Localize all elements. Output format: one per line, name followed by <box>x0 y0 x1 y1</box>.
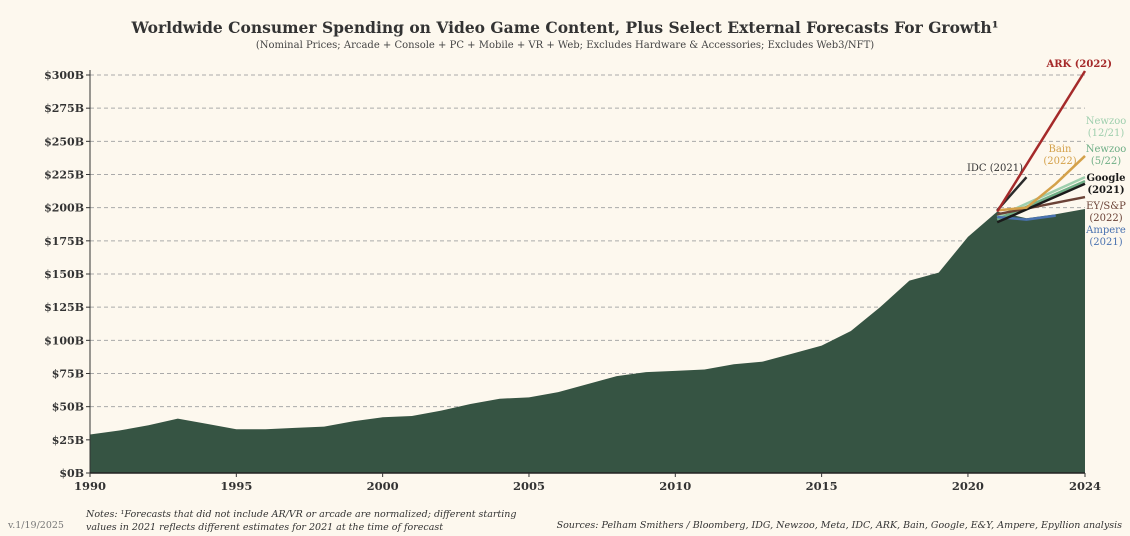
forecast-line <box>996 182 1086 224</box>
y-tick-label: $50B <box>52 401 84 414</box>
forecast-label: (2022) <box>1089 213 1122 224</box>
x-tick-label: 1990 <box>74 479 106 493</box>
chart-title: Worldwide Consumer Spending on Video Gam… <box>131 18 999 37</box>
forecast-line <box>996 179 1086 221</box>
area-series <box>90 208 1085 473</box>
forecast-label: (2021) <box>1089 237 1122 248</box>
forecast-label: Bain <box>1049 144 1073 155</box>
forecast-label: (2022) <box>1043 156 1076 167</box>
notes-line-1: Notes: ¹Forecasts that did not include A… <box>86 509 517 520</box>
y-tick-label: $175B <box>44 235 84 248</box>
chart-subtitle: (Nominal Prices; Arcade + Console + PC +… <box>255 40 875 51</box>
x-tick-label: 1995 <box>220 479 252 493</box>
sources: Sources: Pelham Smithers / Bloomberg, ID… <box>556 520 1122 531</box>
forecast-label: (5/22) <box>1091 156 1121 167</box>
y-tick-label: $0B <box>59 467 84 480</box>
forecast-label: (12/21) <box>1088 128 1125 139</box>
notes: Notes: ¹Forecasts that did not include A… <box>86 508 516 534</box>
forecast-label: (2021) <box>1087 185 1124 196</box>
y-tick-label: $250B <box>44 135 84 148</box>
x-tick-label: 2020 <box>952 479 984 493</box>
forecast-label: Ampere <box>1085 225 1126 236</box>
x-tick-label: 2005 <box>513 479 545 493</box>
x-tick-label: 2010 <box>659 479 691 493</box>
y-tick-label: $150B <box>44 268 84 281</box>
y-tick-label: $300B <box>44 69 84 82</box>
y-tick-label: $125B <box>44 301 84 314</box>
y-tick-label: $275B <box>44 102 84 115</box>
forecast-label: IDC (2021) <box>967 163 1023 174</box>
x-tick-label: 2015 <box>806 479 838 493</box>
forecast-line <box>997 155 1086 212</box>
y-tick-label: $25B <box>52 434 84 447</box>
forecast-line <box>996 70 1087 213</box>
y-tick-label: $225B <box>44 169 84 182</box>
forecast-label: ARK (2022) <box>1045 59 1112 70</box>
forecast-label: Newzoo <box>1086 116 1127 127</box>
x-tick-label: 2024 <box>1069 479 1101 493</box>
notes-line-2: values in 2021 reflects different estima… <box>86 522 444 533</box>
forecast-label: EY/S&P <box>1086 201 1126 212</box>
y-tick-label: $100B <box>44 334 84 347</box>
y-tick-label: $200B <box>44 202 84 215</box>
forecast-label: Google <box>1086 173 1125 184</box>
forecast-label: Newzoo <box>1086 144 1127 155</box>
y-tick-label: $75B <box>52 368 84 381</box>
version-label: v.1/19/2025 <box>8 520 64 531</box>
x-tick-label: 2000 <box>367 479 399 493</box>
forecast-line <box>996 195 1086 216</box>
